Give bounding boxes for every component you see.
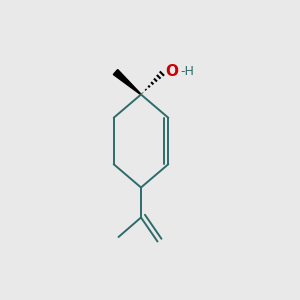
Text: O: O (165, 64, 178, 79)
Text: -H: -H (180, 65, 194, 78)
Polygon shape (113, 70, 141, 95)
